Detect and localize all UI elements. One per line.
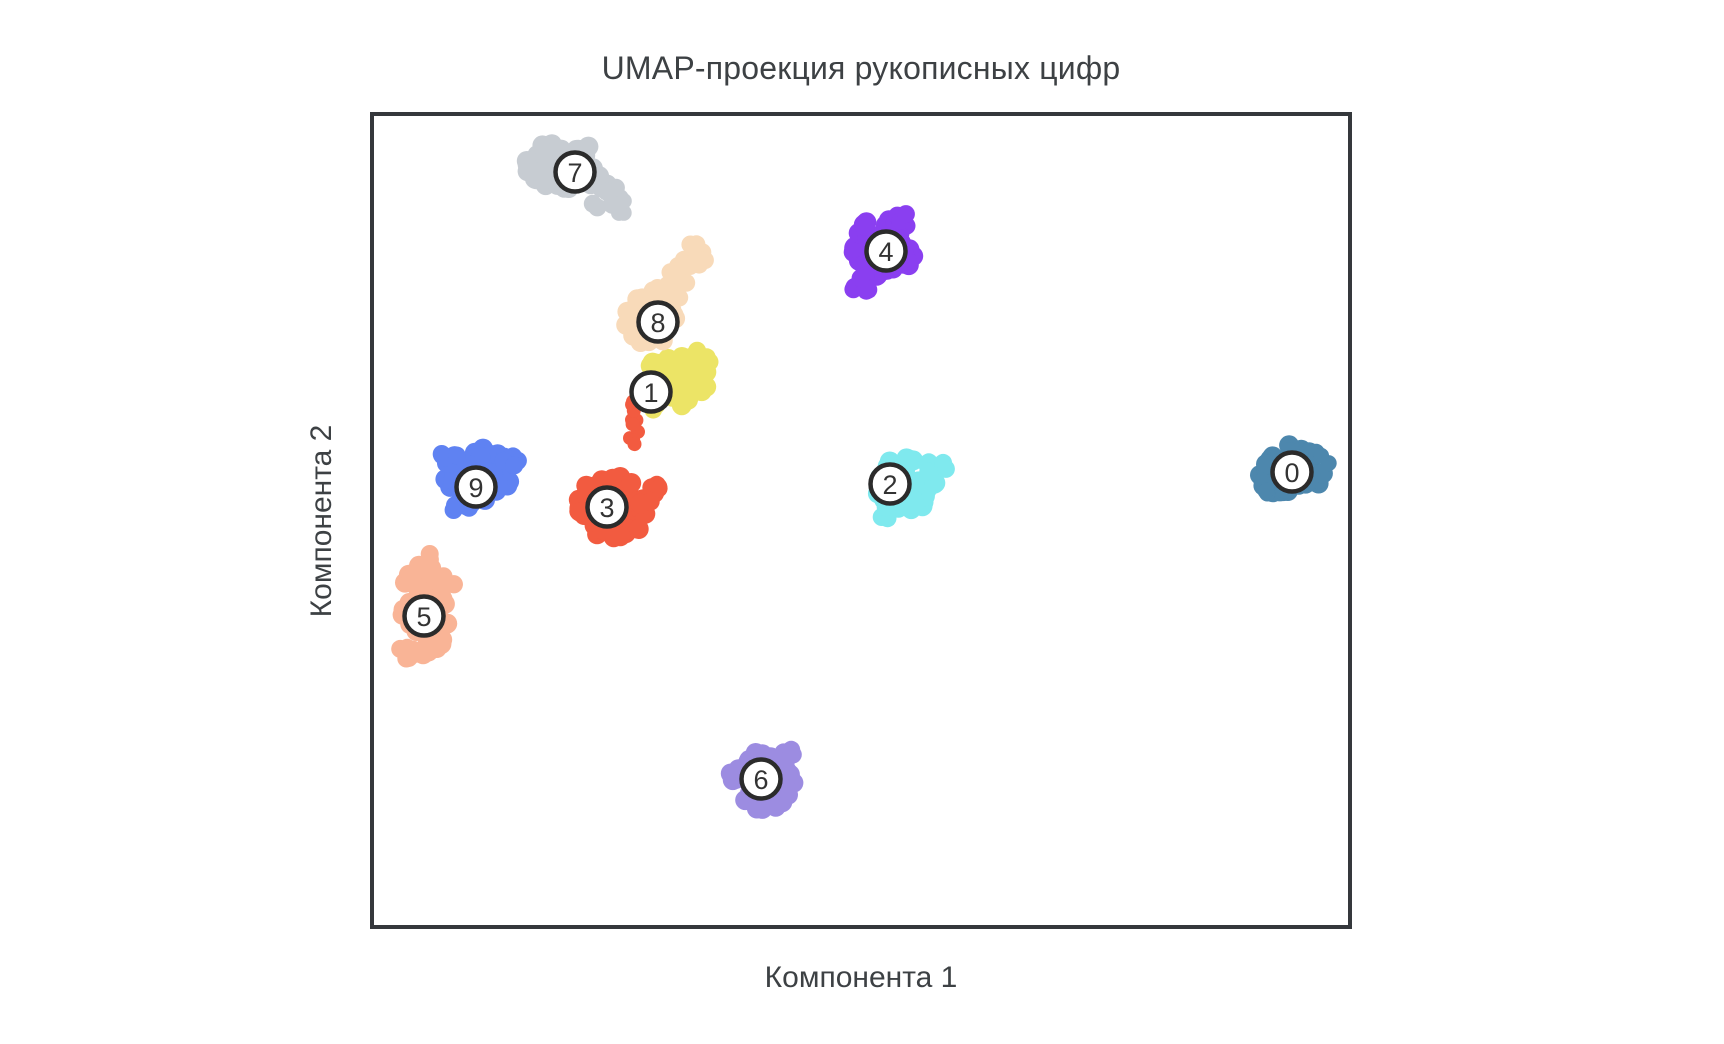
- scatter-point: [1313, 447, 1330, 464]
- cluster-label-circle: [864, 229, 908, 273]
- scatter-point: [677, 378, 698, 399]
- cluster-label-digit: 9: [468, 473, 483, 503]
- scatter-point: [851, 269, 870, 288]
- scatter-point: [936, 459, 955, 478]
- scatter-point: [661, 350, 682, 371]
- scatter-point: [649, 479, 668, 498]
- scatter-point: [677, 273, 696, 292]
- scatter-point: [695, 251, 714, 270]
- scatter-point: [855, 215, 876, 236]
- scatter-point: [1258, 482, 1275, 499]
- y-axis-label: Компонента 2: [305, 424, 338, 618]
- cluster-label-0: 0: [1270, 450, 1314, 494]
- scatter-point: [609, 197, 626, 214]
- scatter-point: [588, 198, 607, 217]
- cluster-label-circle: [402, 594, 446, 638]
- cluster-labels-layer: 0 1 2 3 4 5 6 7 8 9: [402, 150, 1314, 801]
- scatter-point: [627, 437, 642, 452]
- scatter-point: [919, 462, 938, 481]
- scatter-point: [434, 571, 453, 590]
- cluster-label-8: 8: [636, 300, 680, 344]
- scatter-point: [687, 235, 706, 254]
- cluster-label-digit: 5: [416, 602, 431, 632]
- scatter-point: [696, 376, 717, 397]
- cluster-label-digit: 6: [753, 765, 768, 795]
- cluster-label-2: 2: [868, 462, 912, 506]
- cluster-label-circle: [454, 465, 498, 509]
- scatter-point: [641, 492, 660, 511]
- cluster-label-3: 3: [585, 485, 629, 529]
- scatter-point: [617, 301, 638, 322]
- scatter-point: [649, 283, 668, 302]
- cluster-label-circle: [739, 757, 783, 801]
- cluster-label-1: 1: [629, 370, 673, 414]
- cluster-label-digit: 7: [567, 158, 582, 188]
- scatter-point: [700, 352, 719, 371]
- cluster-label-circle: [636, 300, 680, 344]
- cluster-label-circle: [868, 462, 912, 506]
- cluster-label-digit: 1: [643, 378, 658, 408]
- chart-title: UMAP-проекция рукописных цифр: [601, 50, 1121, 86]
- cluster-label-7: 7: [553, 150, 597, 194]
- clusters-layer: [391, 134, 1337, 819]
- plot-area: 0 1 2 3 4 5 6 7 8 9: [370, 112, 1352, 929]
- scatter-point: [391, 639, 410, 658]
- x-axis-label: Компонента 1: [764, 961, 958, 994]
- plot-frame: [370, 112, 1352, 929]
- cluster-label-circle: [585, 485, 629, 529]
- scatter-point: [776, 753, 795, 772]
- scatter-point: [505, 456, 524, 475]
- scatter-point: [447, 446, 466, 465]
- cluster-label-6: 6: [739, 757, 783, 801]
- cluster-label-digit: 0: [1284, 458, 1299, 488]
- cluster-label-circle: [629, 370, 673, 414]
- cluster-label-4: 4: [864, 229, 908, 273]
- cluster-label-digit: 3: [599, 493, 614, 523]
- scatter-point: [576, 475, 597, 496]
- scatter-point: [610, 526, 631, 547]
- scatter-point: [625, 417, 640, 432]
- cluster-label-9: 9: [454, 465, 498, 509]
- cluster-8: [616, 235, 714, 352]
- scatter-point: [404, 640, 423, 659]
- cluster-label-digit: 4: [878, 237, 893, 267]
- cluster-label-circle: [1270, 450, 1314, 494]
- scatter-point: [903, 450, 924, 471]
- cluster-label-5: 5: [402, 594, 446, 638]
- scatter-point: [685, 353, 704, 372]
- cluster-label-digit: 2: [882, 470, 897, 500]
- cluster-label-digit: 8: [650, 308, 665, 338]
- scatter-point: [628, 519, 649, 539]
- scatter-point: [901, 499, 922, 520]
- cluster-label-circle: [553, 150, 597, 194]
- scatter-point: [896, 205, 915, 224]
- scatter-point: [401, 568, 422, 589]
- scatter-point: [423, 558, 442, 577]
- scatter-point: [621, 473, 642, 493]
